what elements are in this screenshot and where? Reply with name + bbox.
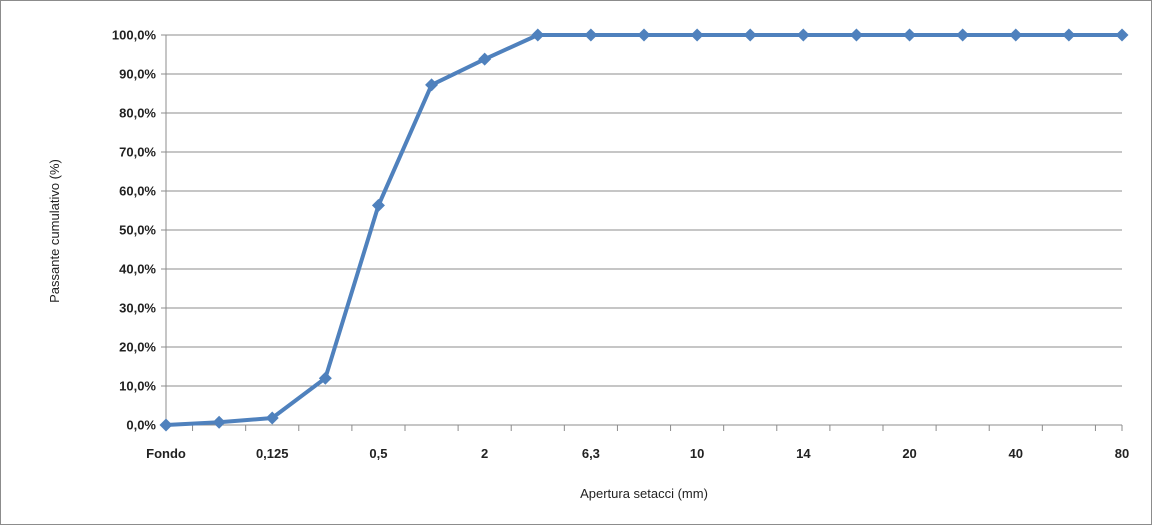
data-point-marker [956,28,970,42]
x-tick-label: 20 [902,446,916,461]
data-point-marker [903,28,917,42]
data-point-marker [743,28,757,42]
y-axis-title: Passante cumulativo (%) [47,159,62,303]
data-point-marker [637,28,651,42]
y-tick-label: 10,0% [119,379,156,394]
data-point-marker [1062,28,1076,42]
x-tick-label: 2 [481,446,488,461]
data-point-marker [690,28,704,42]
y-tick-label: 40,0% [119,262,156,277]
data-point-marker [371,198,385,212]
data-point-marker [531,28,545,42]
y-tick-label: 50,0% [119,223,156,238]
data-point-marker [265,411,279,425]
y-tick-label: 60,0% [119,184,156,199]
data-point-marker [584,28,598,42]
data-point-marker [318,371,332,385]
data-point-marker [159,418,173,432]
data-point-marker [212,415,226,429]
x-tick-label: 6,3 [582,446,600,461]
x-tick-label: 40 [1009,446,1023,461]
x-tick-label: Fondo [146,446,186,461]
y-tick-label: 30,0% [119,301,156,316]
y-axis-tick-labels: 0,0% 10,0% 20,0% 30,0% 40,0% 50,0% 60,0% 70,0% 8… [112,28,157,433]
x-tick-label: 10 [690,446,704,461]
y-tick-label: 100,0% [112,28,157,43]
y-tick-label: 90,0% [119,67,156,82]
x-tick-label: 0,125 [256,446,289,461]
x-axis-title: Apertura setacci (mm) [580,486,708,501]
data-point-marker [849,28,863,42]
x-tick-label: 14 [796,446,811,461]
y-tick-label: 20,0% [119,340,156,355]
gridlines [161,34,1122,426]
y-tick-label: 0,0% [126,418,156,433]
data-point-marker [478,52,492,66]
x-axis: Fondo 0,125 0,5 2 6,3 10 14 20 40 80 [146,424,1129,461]
x-tick-label: 80 [1115,446,1129,461]
data-point-marker [1009,28,1023,42]
series-passante [159,28,1129,432]
data-point-marker [796,28,810,42]
data-point-marker [425,78,439,92]
data-point-marker [1115,28,1129,42]
y-tick-label: 70,0% [119,145,156,160]
x-tick-label: 0,5 [369,446,387,461]
y-tick-label: 80,0% [119,106,156,121]
